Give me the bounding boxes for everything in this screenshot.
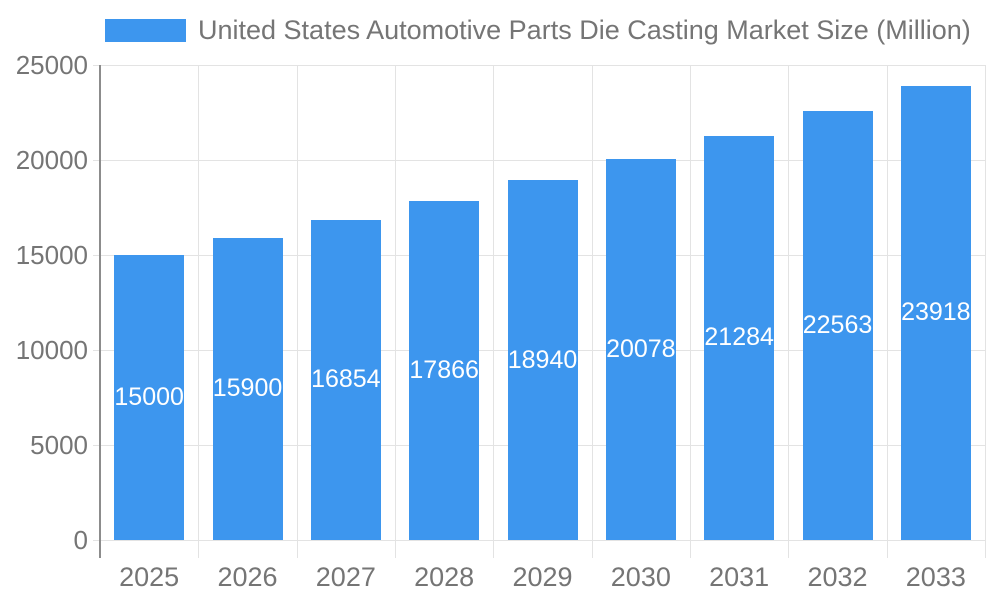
bar-2027: 16854 [310,219,381,540]
bar-2031: 21284 [704,135,775,540]
x-tick-label: 2033 [905,562,966,592]
bar-value-label: 21284 [704,323,774,352]
gridline-vertical [788,65,790,558]
bar-value-label: 15900 [212,374,283,403]
x-tick-label: 2026 [217,562,278,592]
y-tick-label: 25000 [15,50,88,80]
y-tick-label: 10000 [15,335,88,365]
y-tick-label: 5000 [30,430,88,460]
bar-value-label: 20078 [606,334,676,363]
x-tick-label: 2027 [315,562,376,592]
bar-value-label: 18940 [507,345,578,374]
bar-value-label: 17866 [409,355,479,384]
bar-2028: 17866 [409,200,480,540]
gridline-horizontal [93,540,985,541]
x-tick-label: 2031 [709,562,770,592]
bar-value-label: 16854 [311,365,381,394]
x-tick-label: 2025 [119,562,180,592]
x-tick-label: 2028 [414,562,475,592]
gridline-vertical [493,65,495,558]
x-tick-label: 2030 [610,562,671,592]
bar-value-label: 15000 [114,383,184,411]
bar-2029: 18940 [507,180,578,540]
bar-2025: 15000 [114,255,185,540]
bar-value-label: 23918 [901,298,971,327]
legend-swatch [105,19,186,42]
gridline-vertical [198,65,200,558]
y-axis-line [99,65,101,558]
chart-title: United States Automotive Parts Die Casti… [198,15,971,45]
legend[interactable]: United States Automotive Parts Die Casti… [105,15,971,46]
gridline-vertical [296,65,298,558]
bar-2026: 15900 [212,237,283,540]
bar-2030: 20078 [605,158,676,540]
gridline-vertical [985,65,986,558]
gridline-vertical [591,65,593,558]
x-tick-label: 2032 [807,562,868,592]
y-tick-label: 20000 [15,145,88,175]
y-tick-label: 15000 [15,240,88,270]
x-tick-label: 2029 [512,562,573,592]
bar-2032: 22563 [802,111,873,540]
gridline-vertical [395,65,396,558]
bar-value-label: 22563 [802,311,873,340]
gridline-vertical [886,65,888,558]
gridline-horizontal [93,65,985,66]
y-tick-label: 0 [73,525,88,555]
gridline-vertical [690,65,691,558]
bar-2033: 23918 [900,85,971,540]
gridline-horizontal [93,160,985,161]
